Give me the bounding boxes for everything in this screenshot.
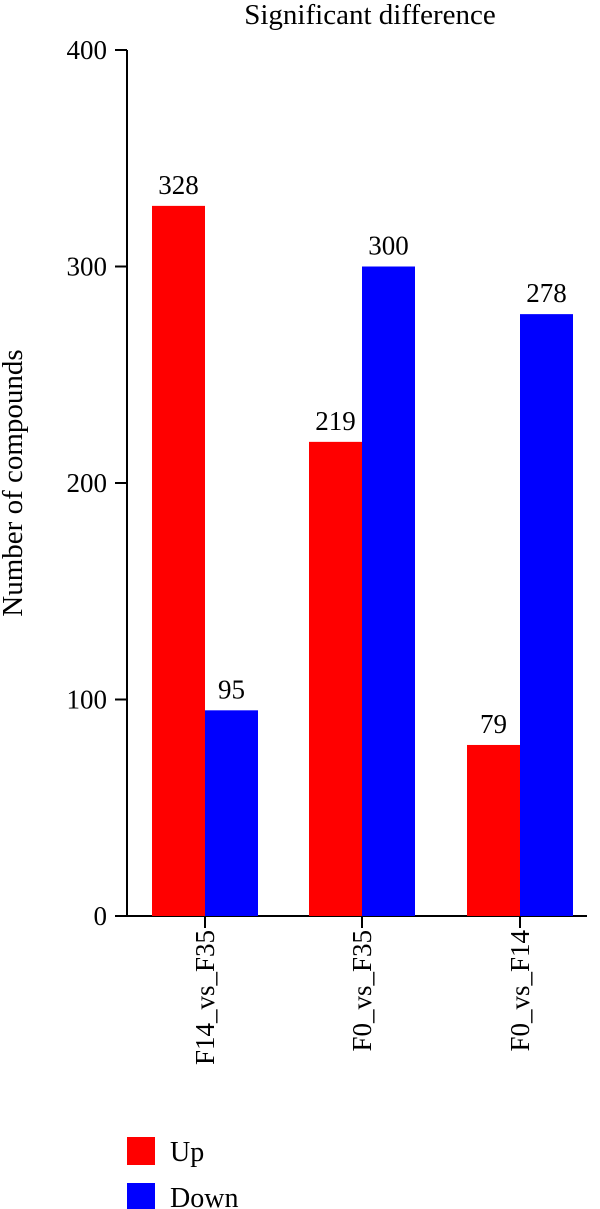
- y-tick-label: 0: [94, 901, 108, 931]
- y-tick-label: 300: [67, 252, 108, 282]
- data-label: 219: [315, 406, 356, 436]
- bar-down: [205, 710, 258, 916]
- x-tick-label: F14_vs_F35: [190, 930, 220, 1065]
- legend-label-up: Up: [170, 1137, 204, 1168]
- bar-up: [309, 441, 362, 916]
- y-tick-label: 400: [67, 35, 108, 65]
- data-label: 79: [480, 709, 507, 739]
- data-label: 95: [218, 674, 245, 704]
- bar-down: [520, 314, 573, 916]
- data-label: 300: [368, 231, 409, 261]
- plot-area: 0 100 200 300 400 F14_vs_F35 328 95 F0_vs_F35 219…: [67, 35, 587, 1065]
- legend: Up Down: [127, 1137, 238, 1209]
- legend-swatch-down: [127, 1183, 155, 1209]
- legend-label-down: Down: [170, 1183, 238, 1209]
- y-tick-label: 200: [67, 468, 108, 498]
- x-tick-label: F0_vs_F35: [347, 930, 377, 1052]
- bar-up: [467, 744, 520, 916]
- y-axis-label: Number of compounds: [0, 349, 29, 616]
- chart-title: Significant difference: [244, 0, 496, 31]
- data-label: 328: [158, 170, 199, 200]
- bar-down: [362, 266, 415, 916]
- legend-swatch-up: [127, 1137, 155, 1165]
- bar-up: [152, 205, 205, 916]
- data-label: 278: [526, 278, 567, 308]
- y-tick-label: 100: [67, 685, 108, 715]
- x-tick-label: F0_vs_F14: [505, 930, 535, 1052]
